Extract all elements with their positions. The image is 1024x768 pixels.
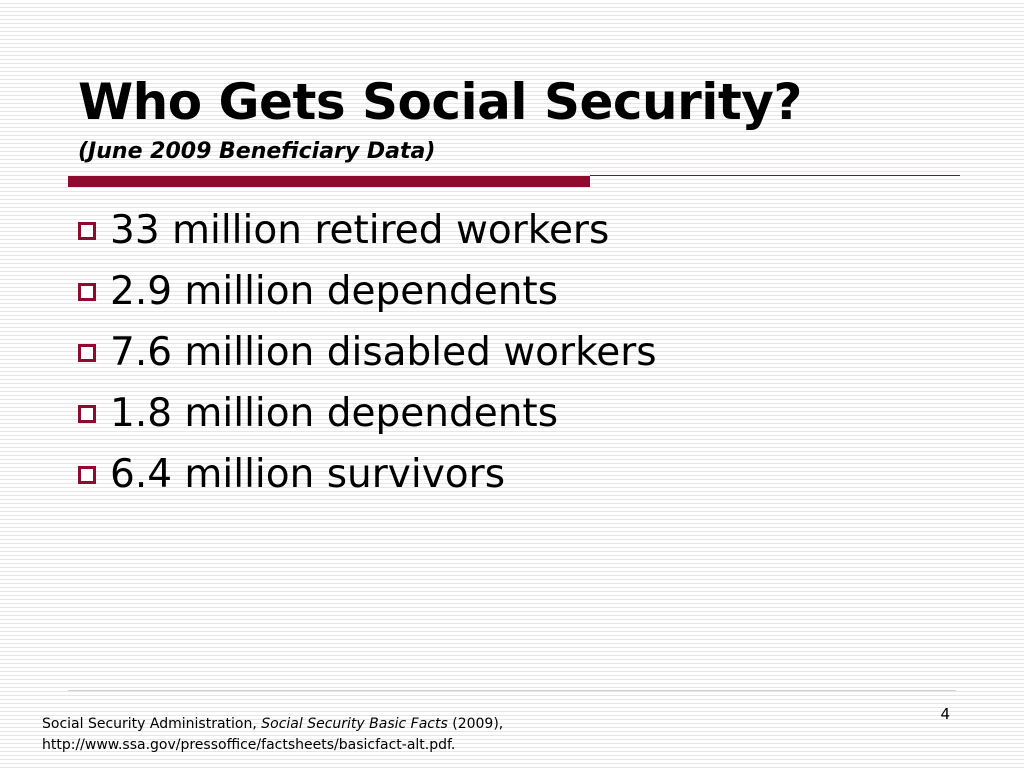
bullet-item: 7.6 million disabled workers <box>78 322 657 383</box>
footer-divider <box>68 690 956 691</box>
bullet-text: 7.6 million disabled workers <box>110 329 657 375</box>
citation-author: Social Security Administration, <box>42 716 262 732</box>
source-citation: Social Security Administration, Social S… <box>42 714 503 756</box>
bullet-item: 2.9 million dependents <box>78 261 657 322</box>
hollow-square-bullet-icon <box>78 282 96 301</box>
title-divider-thick <box>68 176 590 187</box>
citation-line-1: Social Security Administration, Social S… <box>42 714 503 735</box>
slide-subtitle: (June 2009 Beneficiary Data) <box>78 139 436 164</box>
bullet-item: 1.8 million dependents <box>78 383 657 444</box>
bullet-text: 33 million retired workers <box>110 207 610 253</box>
bullet-text: 6.4 million survivors <box>110 451 506 497</box>
bullet-text: 1.8 million dependents <box>110 390 559 436</box>
slide-title: Who Gets Social Security? <box>78 73 802 131</box>
bullet-item: 6.4 million survivors <box>78 444 657 505</box>
citation-url: http://www.ssa.gov/pressoffice/factsheet… <box>42 737 456 753</box>
bullet-text: 2.9 million dependents <box>110 268 559 314</box>
citation-year: (2009), <box>447 716 504 732</box>
hollow-square-bullet-icon <box>78 343 96 362</box>
bullet-list: 33 million retired workers 2.9 million d… <box>78 200 657 505</box>
title-divider-thin <box>590 175 960 176</box>
hollow-square-bullet-icon <box>78 465 96 484</box>
bullet-item: 33 million retired workers <box>78 200 657 261</box>
hollow-square-bullet-icon <box>78 404 96 423</box>
hollow-square-bullet-icon <box>78 221 96 240</box>
citation-title: Social Security Basic Facts <box>261 716 448 732</box>
page-number: 4 <box>940 705 950 723</box>
